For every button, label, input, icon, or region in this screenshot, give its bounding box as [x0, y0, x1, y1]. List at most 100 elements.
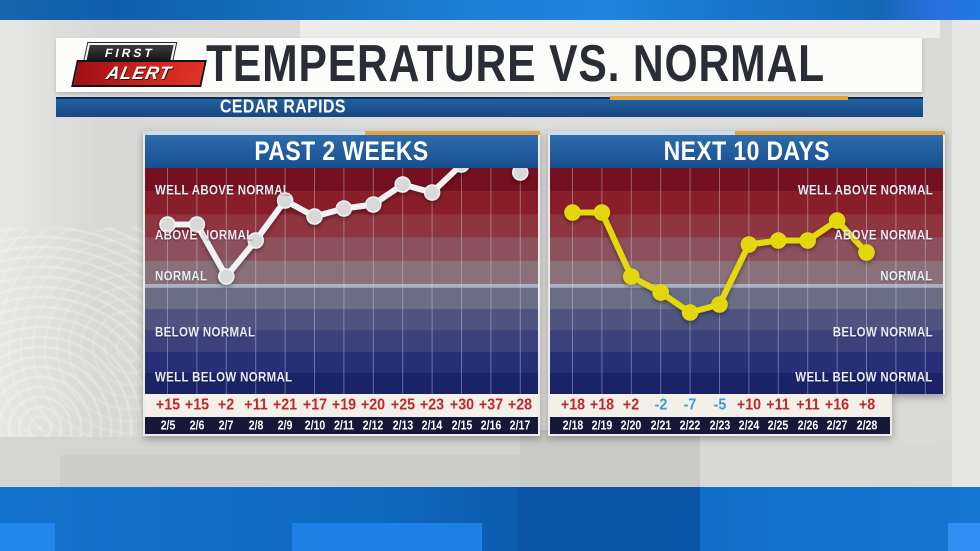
- bg-block: [0, 523, 55, 551]
- value-cell: -7: [683, 396, 697, 414]
- date-cell: 2/12: [362, 417, 384, 432]
- data-point: [159, 216, 176, 233]
- data-point: [711, 296, 728, 313]
- value-cell: +8: [858, 396, 875, 414]
- value-cell: +19: [331, 396, 356, 414]
- date-cell: 2/7: [218, 417, 234, 432]
- logo-alert-text: ALERT: [104, 63, 174, 83]
- chart-title: PAST 2 WEEKS: [254, 136, 429, 166]
- chart-panel-next-10-days: NEXT 10 DAYS WELL ABOVE NORMAL ABOVE NORM…: [548, 131, 945, 436]
- date-cell: 2/27: [826, 417, 848, 432]
- data-point: [770, 232, 787, 249]
- value-cell: +11: [795, 396, 820, 414]
- data-point: [394, 176, 411, 193]
- date-cell: 2/6: [189, 417, 205, 432]
- value-cell: +17: [302, 396, 327, 414]
- date-cell: 2/20: [620, 417, 642, 432]
- value-cell: +2: [218, 396, 235, 414]
- data-point: [652, 284, 669, 301]
- chart-title: NEXT 10 DAYS: [663, 136, 830, 166]
- data-point: [799, 232, 816, 249]
- data-point: [454, 168, 469, 173]
- bg-block: [292, 523, 482, 551]
- date-cell: 2/23: [709, 417, 730, 432]
- date-cell: 2/11: [333, 417, 354, 432]
- value-cell: +25: [390, 396, 415, 414]
- date-cell: 2/25: [767, 417, 789, 432]
- data-point: [564, 204, 581, 221]
- value-cell: +11: [766, 396, 790, 414]
- values-row: +15 +15 +2 +11 +21 +17 +19 +20 +25 +23 +30 +37 +28: [143, 394, 540, 417]
- value-cell: +15: [184, 396, 209, 414]
- date-cell: 2/16: [480, 417, 502, 432]
- bg-block: [948, 523, 980, 551]
- date-cell: 2/26: [797, 417, 819, 432]
- data-point: [306, 208, 323, 225]
- chart-header: NEXT 10 DAYS: [548, 135, 945, 168]
- bg-block: [518, 487, 700, 551]
- date-cell: 2/14: [421, 417, 443, 432]
- orange-accent: [610, 96, 848, 100]
- logo-alert-box: ALERT: [71, 60, 207, 87]
- data-point: [681, 304, 699, 321]
- orange-accent: [365, 131, 540, 135]
- value-cell: +21: [272, 396, 298, 414]
- top-accent-bar: [0, 0, 980, 20]
- date-cell: 2/21: [650, 417, 672, 432]
- date-cell: 2/24: [738, 417, 760, 432]
- location-label: CEDAR RAPIDS: [220, 96, 346, 117]
- page-title: TEMPERATURE VS. NORMAL: [206, 34, 825, 93]
- data-point: [512, 168, 529, 181]
- value-cell: +30: [449, 396, 474, 414]
- data-point: [740, 236, 758, 253]
- data-point: [858, 244, 875, 261]
- date-cell: 2/17: [509, 417, 531, 432]
- data-point: [335, 200, 353, 217]
- date-cell: 2/28: [856, 417, 877, 432]
- data-point: [188, 216, 206, 233]
- value-cell: +2: [623, 396, 640, 414]
- bottom-blue-band: [0, 487, 980, 551]
- chart-area: WELL ABOVE NORMAL ABOVE NORMAL NORMAL BELOW…: [143, 168, 540, 394]
- data-point: [593, 204, 611, 221]
- orange-accent: [734, 131, 945, 135]
- bg-block: [300, 18, 940, 38]
- date-cell: 2/9: [277, 417, 293, 432]
- values-row: +18 +18 +2 -2 -7 -5 +10 +11 +11 +16 +8: [548, 394, 892, 417]
- date-cell: 2/18: [562, 417, 583, 432]
- date-cell: 2/8: [248, 417, 264, 432]
- chart-panel-past-2-weeks: PAST 2 WEEKS WELL ABOVE NORMAL ABOVE NORM…: [143, 131, 540, 436]
- logo-first-text: FIRST: [103, 46, 157, 60]
- value-cell: +15: [155, 396, 180, 414]
- date-cell: 2/19: [591, 417, 613, 432]
- fingerprint-texture: [0, 228, 150, 473]
- data-point: [623, 268, 640, 285]
- date-cell: 2/15: [451, 417, 472, 432]
- value-cell: -2: [654, 396, 668, 414]
- value-cell: +37: [478, 396, 503, 414]
- value-cell: -5: [713, 396, 726, 414]
- date-cell: 2/10: [304, 417, 325, 432]
- date-cell: 2/22: [679, 417, 701, 432]
- chart-header: PAST 2 WEEKS: [143, 135, 540, 168]
- panel-top-accent: [143, 131, 540, 135]
- value-cell: +18: [560, 396, 585, 414]
- dates-row: 2/18 2/19 2/20 2/21 2/22 2/23 2/24 2/25 2/26 2/27…: [548, 417, 892, 436]
- value-cell: +28: [508, 396, 533, 414]
- data-point: [276, 192, 294, 209]
- bg-block: [700, 443, 952, 487]
- date-cell: 2/5: [160, 417, 175, 432]
- data-point: [218, 268, 235, 285]
- chart-plot: [145, 168, 538, 394]
- panel-top-accent: [548, 131, 945, 135]
- location-bar: CEDAR RAPIDS: [56, 96, 923, 117]
- bg-block: [60, 455, 520, 487]
- data-point: [423, 184, 441, 201]
- data-point: [828, 212, 846, 229]
- value-cell: +23: [419, 396, 445, 414]
- value-cell: +18: [589, 396, 614, 414]
- value-cell: +11: [243, 396, 268, 414]
- value-cell: +20: [361, 396, 386, 414]
- header-panel: FIRST ALERT TEMPERATURE VS. NORMAL: [56, 35, 922, 93]
